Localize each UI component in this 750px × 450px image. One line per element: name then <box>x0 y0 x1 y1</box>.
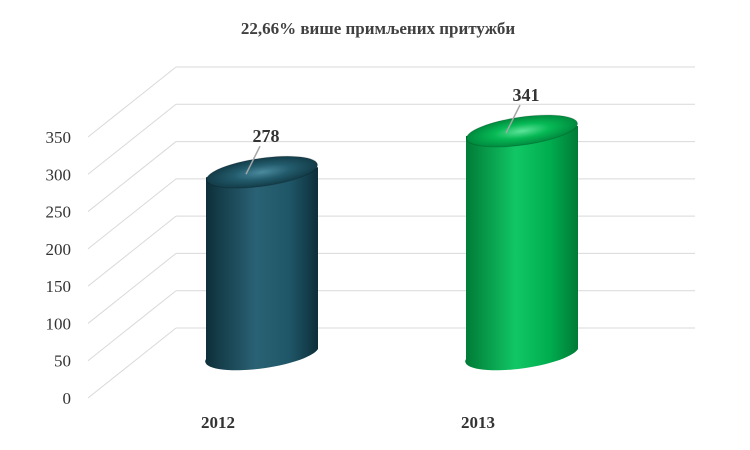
gridline-diagonal <box>87 327 177 399</box>
gridline-diagonal <box>87 215 177 287</box>
y-tick-label: 300 <box>46 165 72 184</box>
y-tick-label: 200 <box>46 240 72 259</box>
y-tick-label: 350 <box>46 128 72 147</box>
bar-2012 <box>205 155 318 371</box>
y-tick-label: 50 <box>54 352 71 371</box>
bar-2013 <box>465 114 578 371</box>
y-tick-label: 100 <box>46 314 72 333</box>
y-axis-ticks: 0 50 100 150 200 250 300 350 <box>46 128 72 408</box>
gridline-diagonal <box>87 103 177 175</box>
chart-title: 22,66% више примљених притужби <box>241 19 515 38</box>
bar-body <box>205 167 318 371</box>
bar-top <box>206 155 318 189</box>
leader-line <box>505 104 521 134</box>
x-axis-categories: 2012 2013 <box>201 413 495 432</box>
gridlines <box>87 66 695 399</box>
y-tick-label: 150 <box>46 277 72 296</box>
y-tick-label: 0 <box>63 389 72 408</box>
gridline-diagonal <box>87 290 177 362</box>
gridline-diagonal <box>87 253 177 324</box>
gridline-diagonal <box>87 141 177 212</box>
x-category-label: 2013 <box>461 413 495 432</box>
gridline-diagonal <box>87 66 177 138</box>
data-label: 278 <box>253 126 280 146</box>
x-category-label: 2012 <box>201 413 235 432</box>
leader-line <box>245 145 261 175</box>
bars <box>205 114 578 371</box>
y-tick-label: 250 <box>46 203 72 222</box>
data-labels: 278 341 <box>245 85 540 175</box>
bar-body <box>465 126 578 371</box>
gridline-diagonal <box>87 178 177 250</box>
data-label: 341 <box>513 85 540 105</box>
bar-top <box>466 114 578 148</box>
